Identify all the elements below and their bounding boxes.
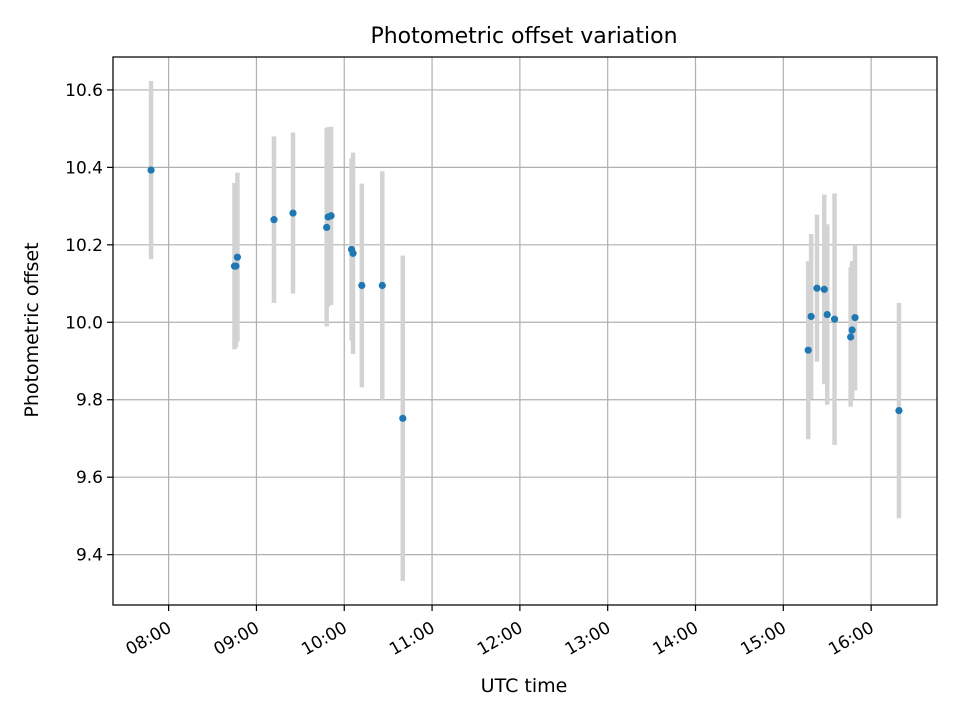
y-axis-label: Photometric offset (21, 242, 43, 417)
data-point (895, 406, 903, 415)
data-point (323, 223, 331, 232)
data-points (147, 166, 903, 422)
data-point (851, 314, 859, 322)
data-point (349, 249, 357, 257)
plot-frame (112, 56, 938, 606)
data-point (807, 312, 815, 321)
data-point (830, 315, 839, 323)
y-tick-label: 10.6 (65, 81, 103, 101)
x-axis-label: UTC time (481, 675, 568, 697)
grid-lines (113, 57, 937, 605)
data-point (820, 285, 828, 293)
y-tick-label: 9.8 (76, 391, 103, 411)
data-point (804, 346, 812, 354)
data-point (847, 333, 855, 341)
data-point (232, 262, 240, 270)
data-point (289, 209, 297, 217)
data-point (823, 310, 831, 319)
data-point (378, 281, 386, 290)
data-point (270, 216, 278, 224)
y-tick-label: 10.4 (65, 158, 103, 178)
data-point (233, 253, 242, 261)
data-point (327, 212, 335, 220)
y-tick-label: 9.6 (76, 468, 103, 488)
y-tick-label: 10.0 (65, 313, 103, 333)
data-point (358, 281, 366, 290)
y-tick-label: 9.4 (76, 546, 103, 566)
chart-title: Photometric offset variation (370, 24, 677, 49)
data-point (147, 166, 155, 174)
y-axis-ticks: 9.4 9.6 9.8 10.0 10.2 10.4 10.6 (65, 81, 113, 566)
y-tick-label: 10.2 (65, 236, 103, 256)
data-point (848, 326, 856, 334)
data-point (399, 414, 407, 422)
data-point (813, 284, 821, 292)
